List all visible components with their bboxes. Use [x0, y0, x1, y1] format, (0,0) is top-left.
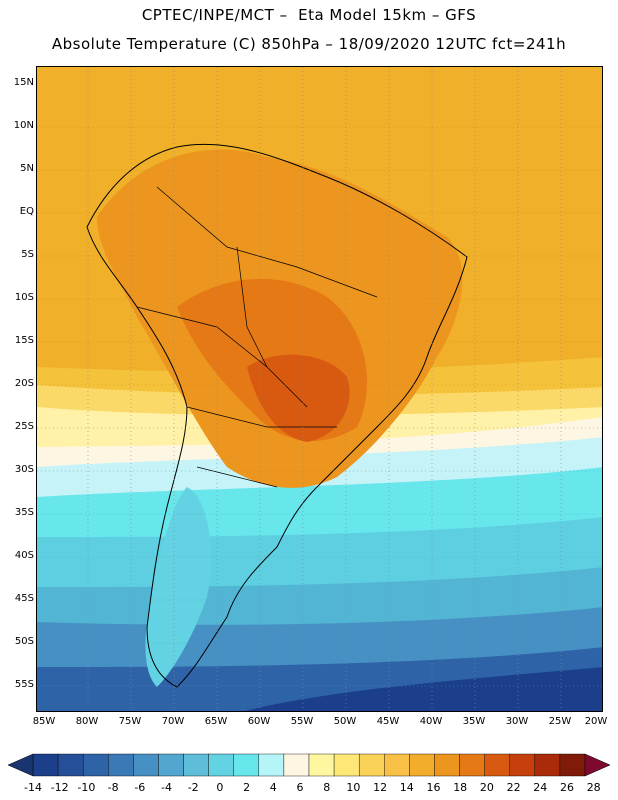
- lon-label: 25W: [548, 716, 572, 727]
- colorbar-label: -12: [50, 781, 69, 794]
- colorbar-label: 8: [323, 781, 331, 794]
- lon-label: 65W: [204, 716, 228, 727]
- colorbar-label: -2: [187, 781, 199, 794]
- colorbar-swatch: [384, 753, 410, 777]
- colorbar-label: 12: [373, 781, 388, 794]
- lat-label: 25S: [14, 421, 34, 432]
- south-america-coastline: [86, 143, 468, 688]
- colorbar-swatch: [233, 753, 260, 777]
- colorbar-label: 10: [346, 781, 361, 794]
- lon-label: 70W: [161, 716, 185, 727]
- country-border-4: [186, 406, 337, 428]
- lon-label: 30W: [505, 716, 529, 727]
- colorbar-swatch: [32, 753, 59, 777]
- colorbar-label: 16: [426, 781, 441, 794]
- colorbar-swatch: [333, 753, 360, 777]
- colorbar-label: -6: [134, 781, 146, 794]
- colorbar-label: 18: [453, 781, 468, 794]
- lat-label: 20S: [14, 378, 34, 389]
- colorbar-label: -4: [161, 781, 172, 794]
- colorbar-swatch: [534, 753, 561, 777]
- colorbar-label: 6: [296, 781, 304, 794]
- colorbar-swatch: [358, 753, 385, 777]
- colorbar-low-arrow: [7, 753, 34, 777]
- colorbar-high-arrow: [584, 753, 611, 777]
- colorbar-swatch: [459, 753, 485, 777]
- graticule: [37, 67, 602, 711]
- colorbar-label: 14: [399, 781, 414, 794]
- colorbar-label: 26: [560, 781, 574, 794]
- lon-label: 20W: [584, 716, 608, 727]
- lat-label: 35S: [14, 507, 34, 518]
- colorbar-swatch: [559, 753, 586, 777]
- colorbar-swatch: [133, 753, 159, 777]
- lat-label: 55S: [14, 679, 34, 690]
- colorbar-swatch: [434, 753, 460, 777]
- colorbar-swatch: [509, 753, 536, 777]
- colorbar-label: 28: [586, 781, 601, 794]
- colorbar-swatch: [484, 753, 510, 777]
- colorbar-label: 2: [243, 781, 251, 794]
- lat-label: 30S: [14, 464, 34, 475]
- lon-label: 45W: [376, 716, 400, 727]
- country-border-3: [236, 246, 268, 368]
- lon-label: 50W: [333, 716, 357, 727]
- lat-label: 15N: [13, 77, 34, 88]
- colorbar-swatch: [108, 753, 134, 777]
- colorbar-swatch: [283, 753, 310, 777]
- colorbar-label: -8: [107, 781, 119, 794]
- colorbar-label: 22: [506, 781, 521, 794]
- colorbar-swatch: [308, 753, 335, 777]
- colorbar-label: 24: [533, 781, 548, 794]
- lon-label: 80W: [75, 716, 99, 727]
- lon-label: 75W: [118, 716, 142, 727]
- lat-label: 50S: [14, 636, 34, 647]
- lat-label: 45S: [14, 593, 34, 604]
- colorbar-label: -10: [77, 781, 96, 794]
- lon-label: 40W: [419, 716, 443, 727]
- colorbar: [7, 753, 611, 777]
- lon-label: 55W: [290, 716, 314, 727]
- colorbar-label: -14: [24, 781, 42, 794]
- colorbar-label: 0: [216, 781, 224, 794]
- colorbar-label: 20: [479, 781, 494, 794]
- lat-label: 40S: [14, 550, 34, 561]
- colorbar-swatch: [158, 753, 184, 777]
- temperature-map: [36, 66, 603, 712]
- colorbar-swatch: [82, 753, 109, 777]
- chart-title-line2: Absolute Temperature (C) 850hPa – 18/09/…: [51, 35, 567, 53]
- colorbar-swatch: [183, 753, 209, 777]
- country-border-2: [136, 306, 308, 408]
- lon-label: 60W: [247, 716, 271, 727]
- colorbar-swatch: [409, 753, 435, 777]
- lat-label: 10S: [14, 292, 34, 303]
- country-border-5: [196, 466, 278, 488]
- temp-band-m12: [245, 667, 602, 711]
- colorbar-swatch: [57, 753, 84, 777]
- lat-label: 10N: [13, 120, 34, 131]
- lat-label: 5S: [21, 249, 34, 260]
- lon-label: 35W: [462, 716, 486, 727]
- colorbar-swatch: [258, 753, 285, 777]
- country-border-1: [156, 186, 378, 298]
- lat-label: 15S: [14, 335, 34, 346]
- lat-label: EQ: [19, 206, 34, 217]
- chart-title-line1: CPTEC/INPE/MCT – Eta Model 15km – GFS: [141, 6, 477, 24]
- colorbar-swatch: [208, 753, 234, 777]
- colorbar-label: 4: [269, 781, 277, 794]
- lon-label: 85W: [32, 716, 56, 727]
- patagonia-cool-region: [145, 487, 211, 687]
- lat-label: 5N: [20, 163, 34, 174]
